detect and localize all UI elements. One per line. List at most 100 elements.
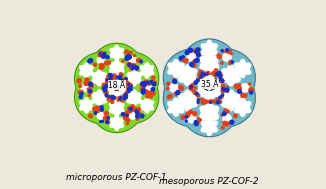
Circle shape	[203, 72, 206, 75]
Circle shape	[192, 84, 194, 86]
Circle shape	[126, 119, 130, 122]
Circle shape	[130, 85, 132, 87]
Circle shape	[241, 94, 245, 98]
Circle shape	[150, 80, 153, 83]
Circle shape	[169, 95, 172, 98]
Circle shape	[201, 98, 202, 100]
Polygon shape	[80, 63, 93, 78]
Circle shape	[202, 73, 205, 76]
Circle shape	[128, 63, 131, 66]
Circle shape	[105, 115, 107, 117]
Circle shape	[80, 92, 83, 96]
Circle shape	[196, 94, 200, 97]
Circle shape	[100, 64, 104, 67]
Circle shape	[131, 86, 132, 87]
Circle shape	[221, 62, 223, 64]
Circle shape	[130, 64, 133, 66]
Polygon shape	[223, 115, 231, 123]
Circle shape	[109, 74, 112, 78]
Circle shape	[220, 95, 223, 98]
Circle shape	[227, 50, 231, 54]
Circle shape	[120, 73, 123, 76]
Circle shape	[195, 60, 197, 62]
Circle shape	[220, 78, 223, 81]
Circle shape	[131, 105, 135, 109]
Circle shape	[181, 115, 185, 119]
Circle shape	[143, 88, 145, 91]
Circle shape	[106, 84, 109, 87]
Circle shape	[194, 121, 197, 123]
Circle shape	[121, 113, 125, 116]
Circle shape	[94, 112, 97, 114]
Circle shape	[122, 78, 125, 81]
Circle shape	[250, 91, 253, 94]
Circle shape	[211, 100, 213, 103]
Polygon shape	[187, 115, 196, 123]
Polygon shape	[140, 63, 154, 78]
Circle shape	[216, 99, 219, 102]
Circle shape	[192, 90, 194, 91]
Circle shape	[124, 93, 127, 97]
Circle shape	[97, 110, 100, 112]
Circle shape	[109, 74, 111, 77]
Circle shape	[216, 72, 220, 75]
Circle shape	[126, 123, 128, 125]
Circle shape	[103, 52, 106, 55]
Circle shape	[198, 120, 200, 122]
Circle shape	[126, 55, 130, 59]
Circle shape	[226, 88, 229, 91]
Circle shape	[217, 55, 221, 59]
Circle shape	[123, 97, 126, 100]
Circle shape	[88, 89, 92, 93]
Circle shape	[102, 84, 104, 85]
Circle shape	[198, 73, 201, 76]
Circle shape	[208, 73, 210, 75]
Circle shape	[106, 56, 109, 59]
Polygon shape	[92, 90, 106, 106]
Circle shape	[221, 50, 223, 52]
Circle shape	[88, 94, 90, 97]
Circle shape	[107, 79, 110, 82]
Circle shape	[103, 117, 106, 119]
Circle shape	[143, 84, 146, 87]
Circle shape	[106, 79, 109, 82]
Circle shape	[244, 94, 247, 97]
Circle shape	[219, 101, 221, 103]
Circle shape	[132, 108, 135, 111]
Circle shape	[219, 96, 221, 99]
Circle shape	[185, 120, 187, 122]
Circle shape	[105, 85, 107, 87]
Circle shape	[176, 91, 180, 94]
Polygon shape	[81, 84, 88, 91]
Circle shape	[215, 73, 218, 76]
Circle shape	[195, 87, 197, 89]
Circle shape	[119, 98, 121, 100]
Polygon shape	[140, 98, 154, 113]
Circle shape	[186, 51, 189, 54]
Circle shape	[111, 100, 114, 103]
Circle shape	[193, 112, 197, 116]
Circle shape	[99, 52, 102, 55]
Circle shape	[111, 98, 113, 101]
Circle shape	[125, 91, 127, 94]
Circle shape	[215, 69, 218, 72]
Circle shape	[130, 67, 134, 70]
Circle shape	[188, 48, 193, 52]
Circle shape	[214, 101, 217, 104]
Circle shape	[78, 91, 81, 93]
Circle shape	[147, 81, 149, 84]
Circle shape	[127, 55, 131, 59]
Circle shape	[117, 100, 119, 101]
Circle shape	[193, 64, 196, 67]
Circle shape	[106, 78, 108, 81]
Circle shape	[222, 94, 224, 96]
Polygon shape	[223, 53, 231, 61]
Circle shape	[77, 79, 81, 83]
Circle shape	[249, 89, 253, 93]
Circle shape	[110, 99, 112, 101]
Circle shape	[111, 74, 113, 77]
Polygon shape	[198, 75, 221, 101]
Circle shape	[124, 114, 127, 116]
Circle shape	[213, 100, 215, 103]
Circle shape	[180, 57, 182, 60]
